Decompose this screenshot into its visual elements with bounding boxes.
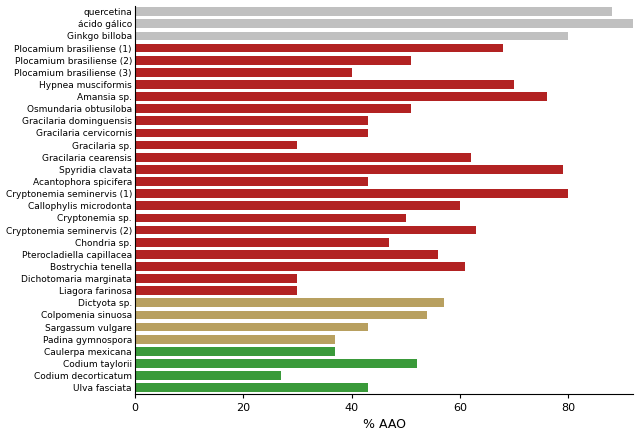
Bar bbox=[135, 153, 471, 162]
Bar bbox=[135, 201, 460, 210]
Bar bbox=[135, 165, 563, 174]
Bar bbox=[135, 141, 297, 149]
Bar bbox=[135, 335, 335, 343]
Bar bbox=[135, 225, 476, 234]
Bar bbox=[135, 177, 368, 186]
Bar bbox=[135, 359, 417, 368]
Bar bbox=[135, 238, 390, 246]
Bar bbox=[135, 250, 438, 259]
Bar bbox=[135, 56, 411, 65]
Bar bbox=[135, 128, 368, 137]
Bar bbox=[135, 7, 612, 16]
Bar bbox=[135, 323, 368, 332]
Bar bbox=[135, 262, 465, 271]
Bar bbox=[135, 44, 504, 52]
Bar bbox=[135, 298, 443, 307]
Bar bbox=[135, 92, 547, 101]
Bar bbox=[135, 80, 514, 89]
Bar bbox=[135, 104, 411, 113]
Bar bbox=[135, 311, 427, 319]
Bar bbox=[135, 117, 368, 125]
X-axis label: % AAO: % AAO bbox=[362, 419, 406, 431]
Bar bbox=[135, 31, 569, 40]
Bar bbox=[135, 383, 368, 392]
Bar bbox=[135, 286, 297, 295]
Bar bbox=[135, 68, 351, 76]
Bar bbox=[135, 189, 569, 198]
Bar bbox=[135, 371, 281, 380]
Bar bbox=[135, 347, 335, 356]
Bar bbox=[135, 19, 633, 28]
Bar bbox=[135, 274, 297, 283]
Bar bbox=[135, 214, 406, 222]
